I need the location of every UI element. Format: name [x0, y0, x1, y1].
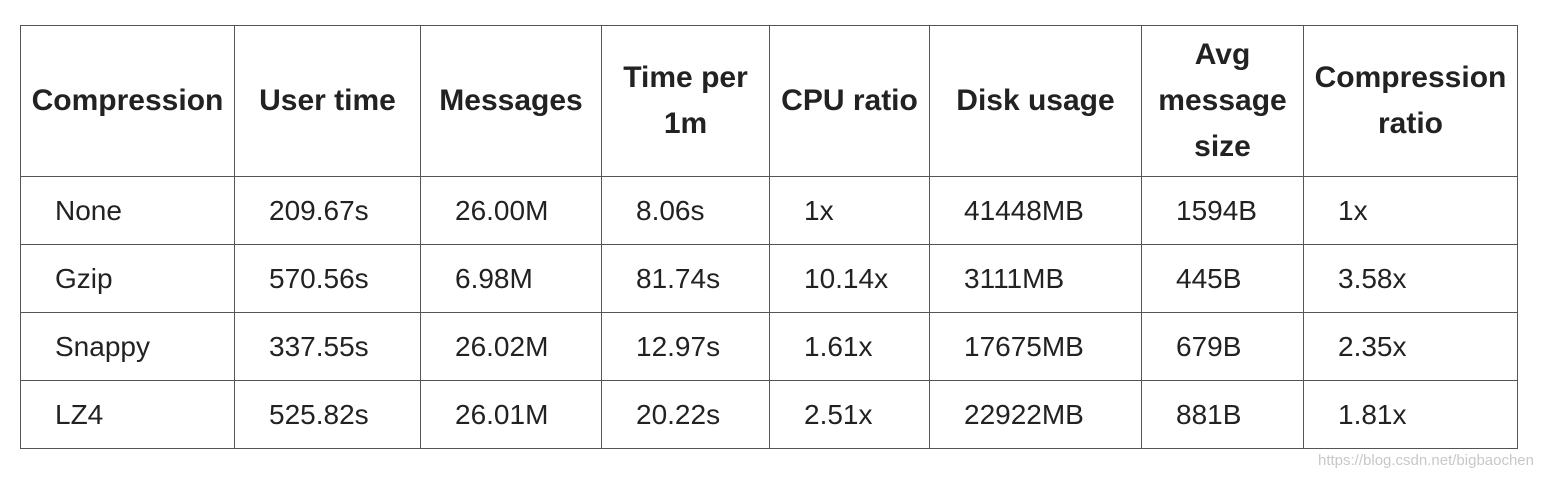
table-cell: 17675MB [929, 312, 1142, 381]
header-cell: CPU ratio [769, 25, 930, 177]
table-cell: Gzip [20, 244, 235, 313]
table-cell: 209.67s [234, 176, 421, 245]
table-cell: LZ4 [20, 380, 235, 449]
table-row: LZ4 525.82s 26.01M 20.22s 2.51x 22922MB 881B 1.… [20, 380, 1518, 449]
table-row: Snappy 337.55s 26.02M 12.97s 1.61x 17675MB 679… [20, 312, 1518, 381]
header-cell: Disk usage [929, 25, 1142, 177]
table-cell: 26.02M [420, 312, 602, 381]
table-cell: 26.00M [420, 176, 602, 245]
table-cell: 3.58x [1303, 244, 1518, 313]
header-cell: Messages [420, 25, 602, 177]
header-row: Compression User time Messages Time per 1m C… [20, 25, 1518, 177]
header-cell: Avg message size [1141, 25, 1304, 177]
table-cell: 22922MB [929, 380, 1142, 449]
table-cell: 2.51x [769, 380, 930, 449]
table-cell: 12.97s [601, 312, 770, 381]
table-cell: 26.01M [420, 380, 602, 449]
table-cell: 81.74s [601, 244, 770, 313]
table-cell: 337.55s [234, 312, 421, 381]
table-cell: 570.56s [234, 244, 421, 313]
table-cell: 2.35x [1303, 312, 1518, 381]
table-cell: 1.61x [769, 312, 930, 381]
table-cell: 10.14x [769, 244, 930, 313]
table-cell: 525.82s [234, 380, 421, 449]
table-cell: 41448MB [929, 176, 1142, 245]
header-cell: Compression ratio [1303, 25, 1518, 177]
table-row: Gzip 570.56s 6.98M 81.74s 10.14x 3111MB 445B 3.… [20, 244, 1518, 313]
data-table: Compression User time Messages Time per 1m C… [20, 25, 1518, 449]
table-cell: 1594B [1141, 176, 1304, 245]
table-cell: None [20, 176, 235, 245]
header-cell: User time [234, 25, 421, 177]
table-row: None 209.67s 26.00M 8.06s 1x 41448MB 1594B 1x [20, 176, 1518, 245]
table-cell: 1x [769, 176, 930, 245]
table-cell: Snappy [20, 312, 235, 381]
table-cell: 8.06s [601, 176, 770, 245]
header-cell: Compression [20, 25, 235, 177]
table-cell: 881B [1141, 380, 1304, 449]
table-cell: 679B [1141, 312, 1304, 381]
table-cell: 6.98M [420, 244, 602, 313]
table-cell: 3111MB [929, 244, 1142, 313]
watermark: https://blog.csdn.net/bigbaochen [1318, 452, 1534, 469]
table-cell: 20.22s [601, 380, 770, 449]
table-cell: 445B [1141, 244, 1304, 313]
table-cell: 1x [1303, 176, 1518, 245]
header-cell: Time per 1m [601, 25, 770, 177]
table-cell: 1.81x [1303, 380, 1518, 449]
